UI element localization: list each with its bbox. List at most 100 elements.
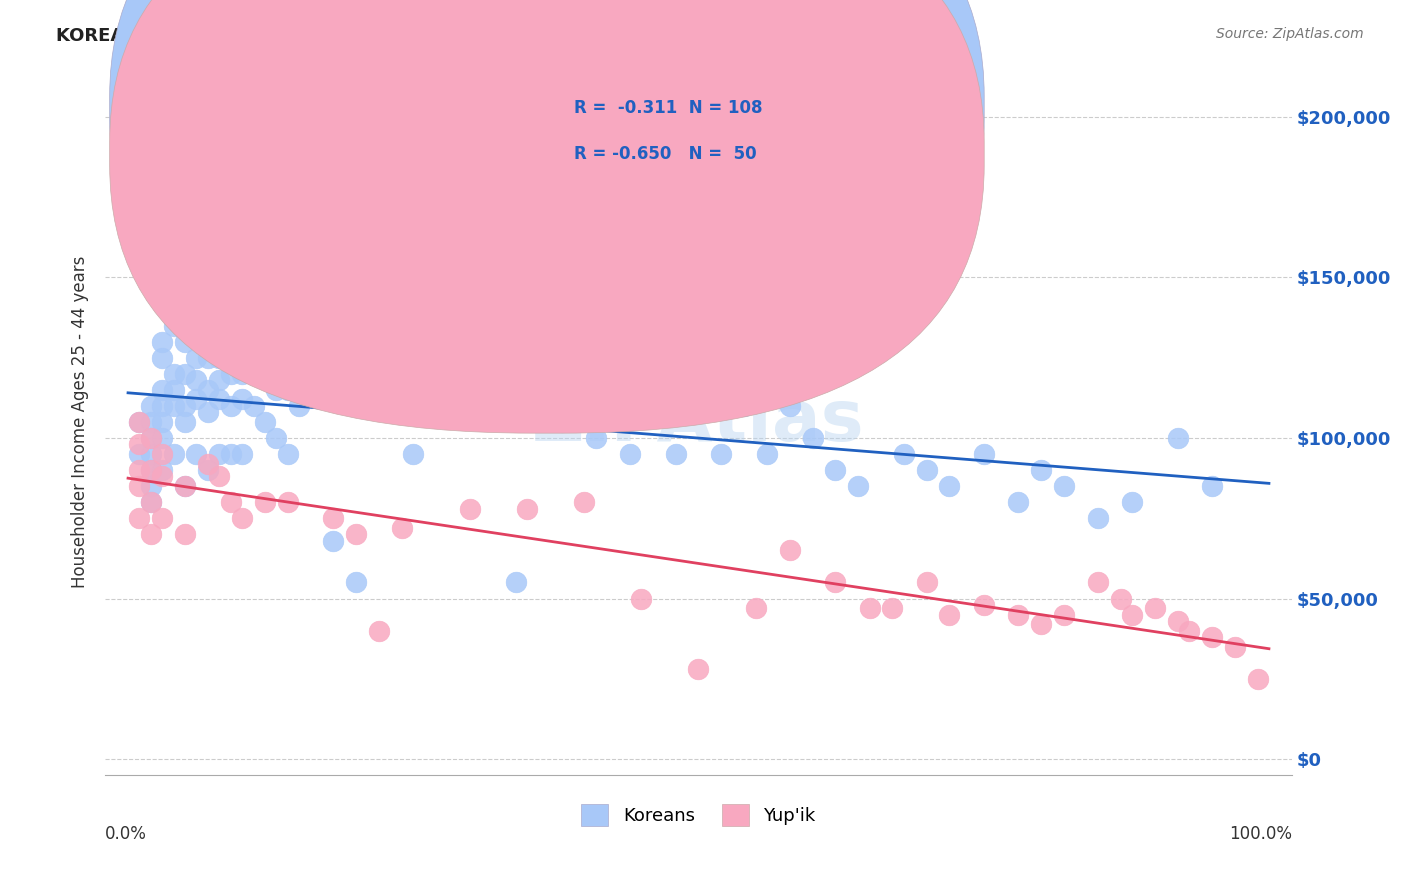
Point: [688, 662, 710, 676]
Point: [231, 367, 253, 381]
Point: [128, 447, 150, 461]
Point: [208, 447, 231, 461]
Point: [1121, 607, 1143, 622]
Point: [380, 383, 402, 397]
Point: [197, 383, 219, 397]
Text: 0.0%: 0.0%: [105, 825, 148, 843]
Point: [882, 601, 904, 615]
Point: [619, 447, 641, 461]
Point: [665, 447, 688, 461]
Point: [139, 463, 162, 477]
Point: [1007, 495, 1029, 509]
Point: [139, 415, 162, 429]
Point: [139, 447, 162, 461]
Point: [938, 607, 960, 622]
Point: [915, 575, 938, 590]
Point: [208, 373, 231, 387]
Point: [1143, 601, 1166, 615]
Point: [139, 479, 162, 493]
Point: [859, 601, 882, 615]
Point: [242, 351, 264, 365]
Point: [186, 373, 208, 387]
Point: [471, 351, 494, 365]
Point: [174, 415, 197, 429]
Point: [413, 383, 436, 397]
Point: [139, 527, 162, 541]
Point: [311, 334, 333, 349]
Point: [1201, 479, 1223, 493]
Point: [186, 351, 208, 365]
Point: [174, 367, 197, 381]
Point: [150, 469, 173, 483]
Point: [174, 527, 197, 541]
Point: [973, 447, 995, 461]
Point: [253, 367, 276, 381]
Point: [755, 447, 778, 461]
Point: [277, 383, 299, 397]
Point: [163, 367, 186, 381]
Point: [150, 463, 173, 477]
Text: ZIPAtlas: ZIPAtlas: [533, 387, 865, 457]
Point: [163, 318, 186, 333]
Point: [1007, 607, 1029, 622]
Point: [482, 399, 505, 413]
Point: [150, 334, 173, 349]
Point: [150, 383, 173, 397]
Point: [128, 415, 150, 429]
Point: [197, 351, 219, 365]
Point: [824, 463, 846, 477]
Point: [311, 383, 333, 397]
Point: [174, 334, 197, 349]
Point: [208, 351, 231, 365]
Point: [277, 351, 299, 365]
Point: [527, 367, 550, 381]
Point: [458, 501, 481, 516]
Point: [208, 469, 231, 483]
Point: [197, 286, 219, 301]
Point: [197, 405, 219, 419]
Point: [163, 399, 186, 413]
Point: [150, 447, 173, 461]
Point: [938, 479, 960, 493]
Point: [630, 591, 652, 606]
Point: [402, 367, 425, 381]
Point: [231, 392, 253, 407]
Point: [150, 415, 173, 429]
Point: [231, 511, 253, 525]
Point: [1167, 614, 1189, 628]
Point: [1121, 495, 1143, 509]
Point: [402, 392, 425, 407]
Point: [266, 341, 288, 355]
Point: [641, 383, 664, 397]
Text: KOREAN VS YUP'IK HOUSEHOLDER INCOME AGES 25 - 44 YEARS CORRELATION CHART: KOREAN VS YUP'IK HOUSEHOLDER INCOME AGES…: [56, 27, 921, 45]
Point: [516, 501, 538, 516]
Point: [322, 533, 344, 548]
Point: [128, 479, 150, 493]
Point: [368, 351, 391, 365]
Point: [733, 399, 755, 413]
Point: [186, 392, 208, 407]
Point: [219, 399, 242, 413]
Point: [688, 399, 710, 413]
Point: [139, 495, 162, 509]
Point: [197, 309, 219, 323]
Point: [585, 431, 607, 445]
Point: [174, 479, 197, 493]
Point: [893, 447, 915, 461]
Point: [1052, 607, 1074, 622]
Point: [344, 527, 367, 541]
Point: [299, 367, 322, 381]
Point: [801, 431, 824, 445]
Point: [779, 399, 801, 413]
Point: [1223, 640, 1246, 654]
Point: [163, 302, 186, 317]
Point: [277, 495, 299, 509]
Point: [779, 543, 801, 558]
Point: [1246, 672, 1268, 686]
Point: [368, 624, 391, 638]
Point: [242, 399, 264, 413]
Point: [219, 367, 242, 381]
Point: [174, 479, 197, 493]
Point: [266, 431, 288, 445]
Point: [163, 447, 186, 461]
